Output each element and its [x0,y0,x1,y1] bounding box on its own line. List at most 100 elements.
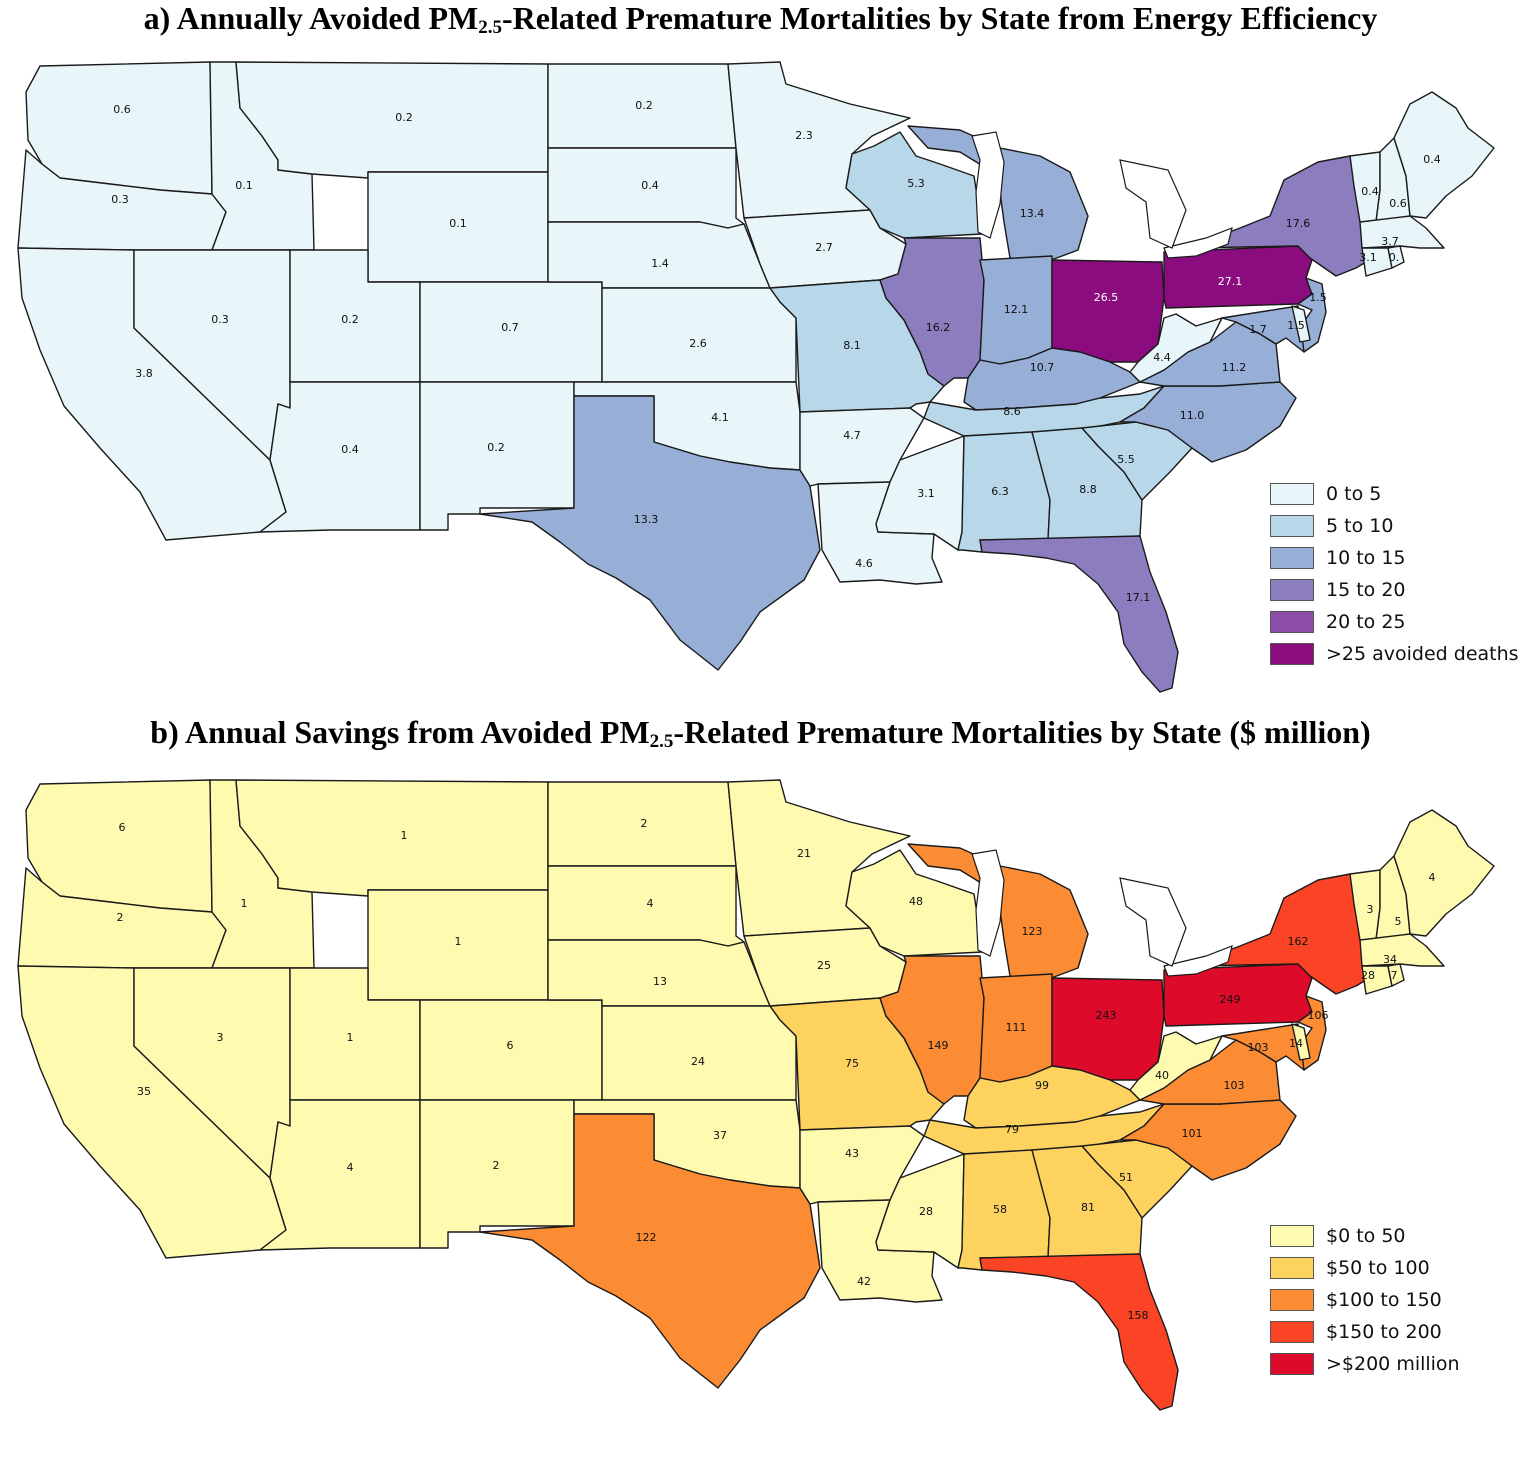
map-b-value-ca: 35 [137,1085,151,1098]
map-b-value-ms: 28 [919,1205,933,1218]
map-b-legend-label: $150 to 200 [1326,1321,1442,1343]
map-a-value-or: 0.3 [111,193,129,206]
map-b-lake-1 [971,849,1005,957]
map-a-value-tx: 13.3 [634,513,659,526]
map-b-state-ks [601,1005,797,1101]
map-a-value-nj: 1.5 [1309,291,1327,304]
map-a-state-nm [419,381,575,531]
map-a-value-va: 11.2 [1222,361,1247,374]
map-b-value-or: 2 [117,911,124,924]
map-a-value-mo: 8.1 [843,339,861,352]
map-b-value-mt: 1 [401,829,408,842]
map-b-state-nm [419,1099,575,1249]
map-a-legend-swatch [1270,515,1314,537]
map-b-value-wa: 6 [119,821,126,834]
map-b-legend-label: >$200 million [1326,1353,1460,1375]
map-b-value-nv: 3 [217,1031,224,1044]
map-b-value-sc: 51 [1119,1171,1133,1184]
map-b-value-ma: 34 [1383,953,1397,966]
map-a-state-ne [547,221,771,289]
map-a-value-wy: 0.1 [449,217,467,230]
map-a-value-me: 0.4 [1423,153,1441,166]
map-a-legend-swatch [1270,643,1314,665]
map-a-state-ks [601,287,797,383]
map-a-value-ne: 1.4 [651,257,669,270]
map-b-value-md: 103 [1248,1041,1269,1054]
map-b-legend-item: $150 to 200 [1270,1316,1460,1348]
map-a-value-nm: 0.2 [487,441,505,454]
map-b-legend-swatch [1270,1353,1314,1375]
map-b-value-ne: 13 [653,975,667,988]
panel-b-title-sub: 2.5 [649,731,674,752]
map-a-value-vt: 0.4 [1361,185,1379,198]
map-a-lake-3 [1119,159,1187,249]
map-b-legend-label: $0 to 50 [1326,1225,1406,1247]
map-a-legend-label: 0 to 5 [1326,483,1382,505]
map-b-value-pa: 249 [1220,993,1241,1006]
map-a-legend-item: 5 to 10 [1270,510,1519,542]
map-a-value-pa: 27.1 [1218,275,1243,288]
map-b-state-de [1291,1023,1311,1061]
map-b-value-la: 42 [857,1275,871,1288]
map-a-value-ky: 10.7 [1030,361,1055,374]
map-b: 6235131114622413243712221257543424814928… [17,779,1495,1411]
map-b-value-al: 58 [993,1203,1007,1216]
map-a-value-sd: 0.4 [641,179,659,192]
map-a-value-nh: 0.6 [1389,197,1407,210]
map-a-legend-label: >25 avoided deaths [1326,643,1519,665]
map-b-legend-swatch [1270,1321,1314,1343]
map-b-value-ct: 28 [1361,969,1375,982]
map-a-legend-item: 15 to 20 [1270,574,1519,606]
map-b-value-nd: 2 [641,817,648,830]
map-b-value-oh: 243 [1096,1009,1117,1022]
map-a-value-de: 1.5 [1287,319,1305,332]
map-b-value-me: 4 [1429,871,1436,884]
map-b-state-mn [727,779,911,937]
map-b-value-de: 14 [1289,1037,1303,1050]
map-a-legend-swatch [1270,547,1314,569]
map-a-value-nc: 11.0 [1180,409,1205,422]
map-b-value-tn: 79 [1005,1123,1019,1136]
map-a-value-mn: 2.3 [795,129,813,142]
map-b-value-ks: 24 [691,1055,705,1068]
panel-b-title-post: -Related Premature Mortalities by State … [673,714,1371,750]
map-b-legend-item: $50 to 100 [1270,1252,1460,1284]
map-b-state-me [1393,809,1495,937]
map-b-legend-label: $100 to 150 [1326,1289,1442,1311]
panel-b-title: b) Annual Savings from Avoided PM2.5-Rel… [0,714,1521,753]
map-b-value-ia: 25 [817,959,831,972]
map-b-value-az: 4 [347,1161,354,1174]
map-a-value-wa: 0.6 [113,103,131,116]
map-a-value-ri: 0. [1389,251,1400,264]
map-b-value-ut: 1 [347,1031,354,1044]
panel-a-title-pre: a) Annually Avoided PM [143,0,479,36]
map-b-state-wv [1129,1031,1223,1101]
map-b-legend-item: >$200 million [1270,1348,1460,1380]
map-a-legend-label: 10 to 15 [1326,547,1406,569]
map-a-lake-2 [1163,227,1233,259]
map-a-value-ut: 0.2 [341,313,359,326]
map-a-value-ct: 3.1 [1359,251,1377,264]
map-a-lake-1 [971,131,1005,239]
map-a-value-az: 0.4 [341,443,359,456]
map-a-value-wv: 4.4 [1153,351,1171,364]
map-a-legend-label: 5 to 10 [1326,515,1394,537]
map-b-lake-3 [1119,877,1187,967]
map-a-legend-item: 20 to 25 [1270,606,1519,638]
map-a-legend-swatch [1270,611,1314,633]
panel-a-title: a) Annually Avoided PM2.5-Related Premat… [0,0,1521,39]
map-b-value-ny: 162 [1288,935,1309,948]
map-b-value-mi: 123 [1022,925,1043,938]
map-b-legend-swatch [1270,1257,1314,1279]
map-b-state-ma [1359,933,1445,967]
map-a-value-ks: 2.6 [689,337,707,350]
map-a-value-id: 0.1 [235,179,253,192]
map-b-value-ok: 37 [713,1129,727,1142]
map-a-value-oh: 26.5 [1094,291,1119,304]
map-b-value-ga: 81 [1081,1201,1095,1214]
map-b-value-id: 1 [241,897,248,910]
map-b-value-tx: 122 [636,1231,657,1244]
map-b-value-wi: 48 [909,895,923,908]
map-b-value-mn: 21 [797,847,811,860]
map-a-state-me [1393,91,1495,219]
